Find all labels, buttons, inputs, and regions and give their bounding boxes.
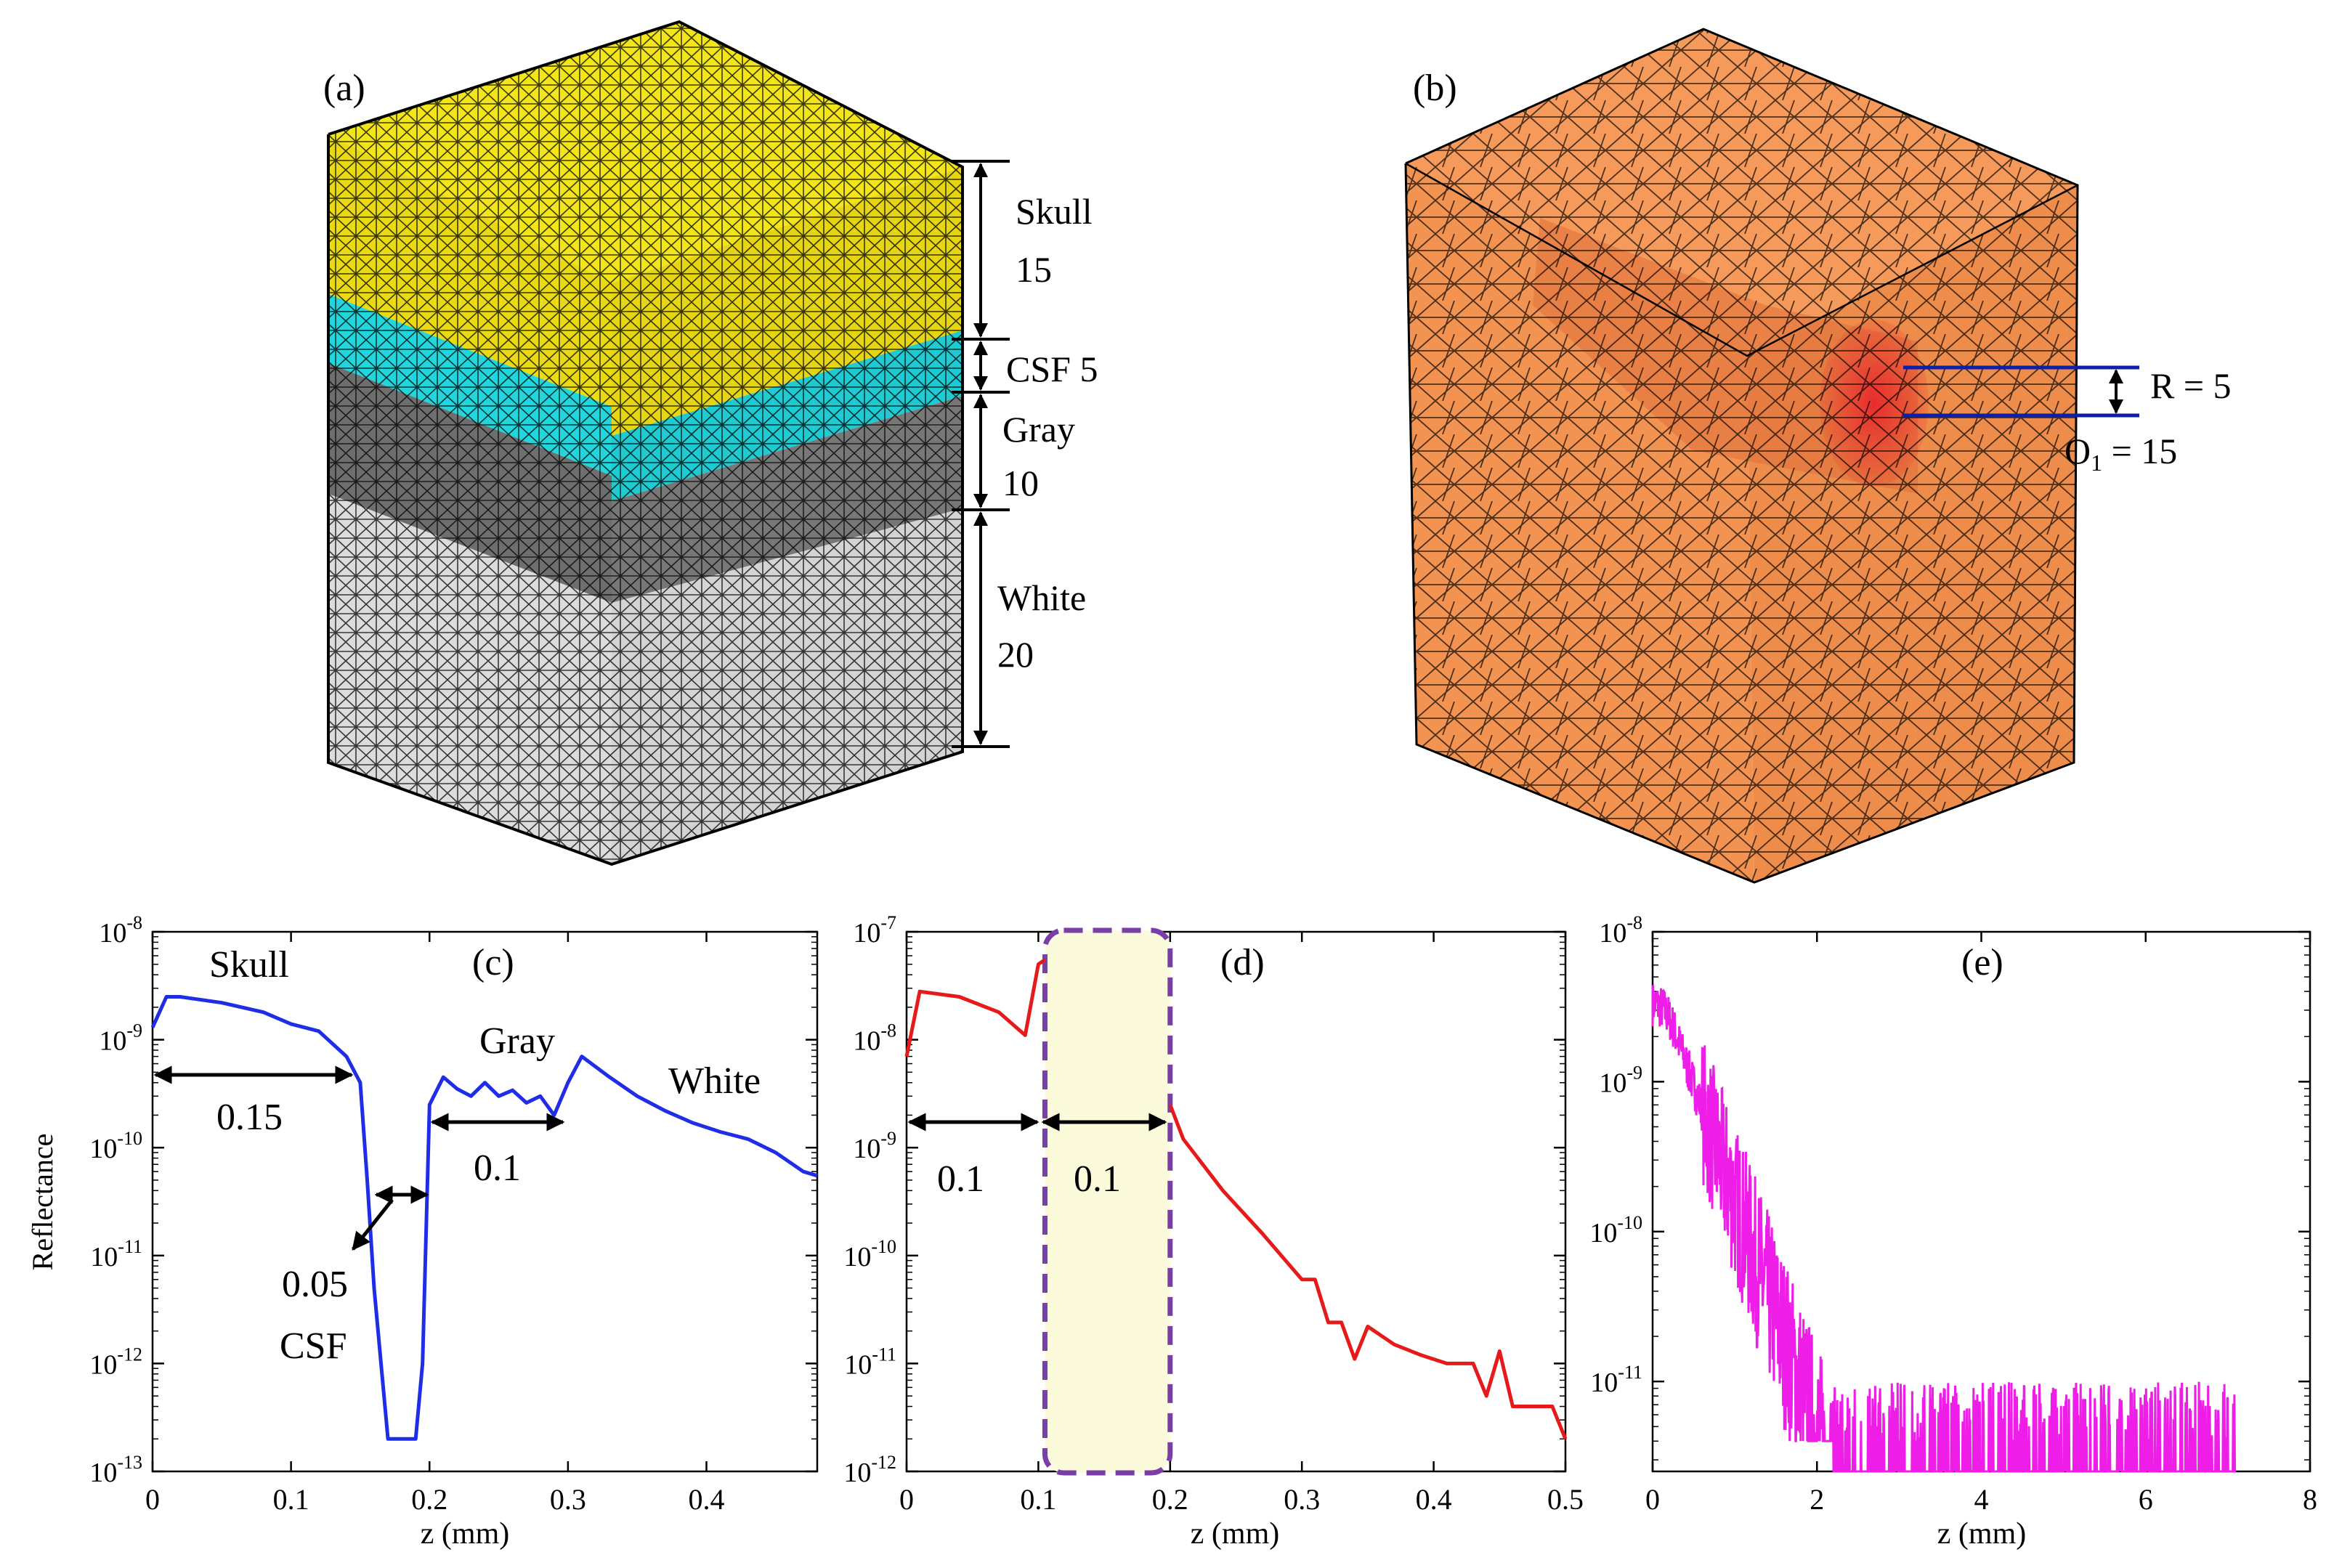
inclusion-dimensions: R = 5 O1 = 15 (1903, 365, 2232, 476)
offset-label: O1 = 15 (2064, 431, 2177, 476)
x-tick-label: 8 (2303, 1483, 2317, 1516)
ylabel-c: Reflectance (26, 1134, 59, 1271)
layer-dimensions: Skull 15 CSF 5 Gray 10 White 20 (952, 160, 1098, 748)
highlight-band (1042, 927, 1173, 1476)
csf-label: CSF 5 (1006, 349, 1098, 389)
reflectance-segment-2 (1168, 1104, 1568, 1440)
xlabel-e: z (mm) (1937, 1517, 2026, 1551)
arrow-csf-pointer (352, 1198, 394, 1251)
annot-gray: Gray (479, 1020, 555, 1062)
panel-a: (a) Skull 15 CSF 5 Gr (323, 20, 1098, 866)
x-tick-label: 0.1 (273, 1483, 309, 1516)
x-tick-label: 0.2 (411, 1483, 447, 1516)
y-tick-label: 10-9 (853, 1128, 896, 1164)
annot-csf: CSF (280, 1325, 347, 1367)
xlabel-d: z (mm) (1191, 1517, 1279, 1551)
annot-skull: Skull (209, 944, 289, 986)
panel-c-label: (c) (472, 942, 514, 983)
x-tick-label: 0.5 (1547, 1483, 1584, 1516)
y-tick-label: 10-12 (89, 1344, 142, 1380)
xlabel-c: z (mm) (421, 1517, 509, 1551)
annot-white: White (668, 1060, 761, 1102)
mesh-cube (1404, 28, 2079, 884)
radius-label: R = 5 (2150, 365, 2232, 406)
y-tick-label: 10-8 (853, 1020, 896, 1057)
y-tick-label: 10-11 (1590, 1362, 1642, 1398)
panel-c: 0 0.1 0.2 0.3 0.4 10-13 10-12 10-11 10-10 10-9 10-… (26, 912, 819, 1551)
y-tick-label: 10-7 (853, 912, 896, 948)
reflectance-line (150, 995, 818, 1441)
reflectance-segment-1 (904, 958, 1046, 1057)
layered-head-mesh (327, 20, 964, 866)
panel-a-label: (a) (323, 68, 365, 109)
axes-c-content: 0 0.1 0.2 0.3 0.4 10-13 10-12 10-11 10-10 10-9 10-… (89, 912, 818, 1516)
annot-015: 0.15 (216, 1097, 283, 1138)
x-tick-label: 0.3 (550, 1483, 586, 1516)
panel-e: 0 2 4 6 8 10-11 10-10 10-9 10-8 (e) z (mm) (1589, 912, 2317, 1551)
x-tick-label: 0 (899, 1483, 914, 1516)
y-tick-label: 10-9 (1599, 1062, 1642, 1098)
x-tick-label: 4 (1974, 1483, 1989, 1516)
x-tick-label: 0.2 (1152, 1483, 1188, 1516)
x-tick-label: 0 (1645, 1483, 1660, 1516)
y-tick-label: 10-12 (843, 1452, 896, 1488)
panel-e-label: (e) (1961, 942, 2003, 983)
annot-005: 0.05 (282, 1264, 348, 1305)
x-tick-label: 0.3 (1284, 1483, 1320, 1516)
axes-e-content: 0 2 4 6 8 10-11 10-10 10-9 10-8 (1589, 912, 2317, 1516)
mesh-overlay (328, 22, 963, 864)
x-tick-label: 0.1 (1020, 1483, 1056, 1516)
panel-d: 0 0.1 0.2 0.3 0.4 0.5 10-12 10-11 10-10 10-9 10-8 1… (843, 912, 1584, 1551)
x-tick-label: 0 (145, 1483, 160, 1516)
x-tick-label: 6 (2139, 1483, 2153, 1516)
y-tick-label: 10-10 (843, 1236, 896, 1272)
cube-mesh (1406, 29, 2078, 882)
axes-c-frame (151, 930, 819, 1473)
y-tick-label: 10-13 (89, 1452, 142, 1488)
reflectance-noisy-line (1651, 985, 2237, 1473)
annot-01-d2: 0.1 (1074, 1158, 1121, 1200)
axes-d-frame (905, 930, 1567, 1473)
axes-e-frame (1651, 930, 2311, 1473)
annot-01-d1: 0.1 (937, 1158, 984, 1200)
skull-thickness: 15 (1016, 249, 1052, 290)
gray-label: Gray (1002, 409, 1075, 450)
y-tick-label: 10-10 (89, 1128, 142, 1164)
y-tick-label: 10-10 (1589, 1212, 1642, 1248)
y-tick-label: 10-8 (1599, 912, 1642, 948)
x-tick-label: 0.4 (689, 1483, 725, 1516)
panel-b: (b) R = 5 O1 = 15 (1404, 28, 2232, 884)
y-tick-label: 10-9 (99, 1020, 142, 1057)
white-label: White (997, 577, 1086, 618)
panel-d-label: (d) (1220, 942, 1265, 983)
annot-01-c: 0.1 (474, 1147, 521, 1189)
y-tick-label: 10-8 (99, 912, 142, 948)
skull-label: Skull (1016, 191, 1093, 232)
gray-thickness: 10 (1002, 463, 1039, 503)
x-tick-label: 0.4 (1416, 1483, 1452, 1516)
y-tick-label: 10-11 (90, 1236, 142, 1272)
panel-b-label: (b) (1413, 68, 1457, 109)
y-tick-label: 10-11 (844, 1344, 896, 1380)
white-thickness: 20 (997, 634, 1034, 675)
x-tick-label: 2 (1810, 1483, 1824, 1516)
